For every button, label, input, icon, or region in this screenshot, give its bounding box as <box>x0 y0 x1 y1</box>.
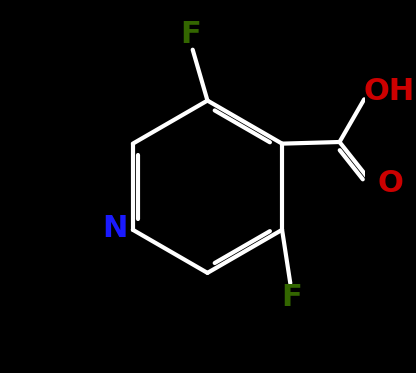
Text: F: F <box>181 21 201 49</box>
Text: O: O <box>377 169 404 198</box>
Text: OH: OH <box>363 76 414 106</box>
Text: N: N <box>102 214 127 243</box>
Text: F: F <box>282 283 302 313</box>
